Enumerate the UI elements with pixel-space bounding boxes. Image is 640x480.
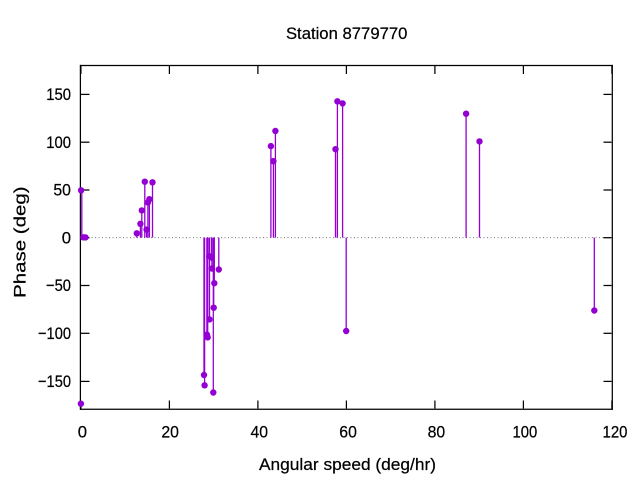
svg-text:0: 0 — [62, 228, 71, 247]
svg-text:150: 150 — [46, 85, 71, 104]
svg-text:Angular speed (deg/hr): Angular speed (deg/hr) — [259, 455, 436, 474]
svg-text:20: 20 — [161, 423, 179, 442]
svg-text:40: 40 — [251, 423, 269, 442]
svg-text:100: 100 — [513, 423, 538, 442]
svg-text:120: 120 — [603, 423, 628, 442]
svg-text:−100: −100 — [38, 324, 71, 343]
svg-text:60: 60 — [339, 423, 357, 442]
svg-text:Phase (deg): Phase (deg) — [10, 186, 29, 297]
svg-text:−150: −150 — [38, 372, 71, 391]
svg-text:100: 100 — [46, 133, 71, 152]
svg-text:80: 80 — [428, 423, 446, 442]
svg-text:50: 50 — [53, 181, 71, 200]
svg-text:0: 0 — [78, 423, 87, 442]
svg-text:Station 8779770: Station 8779770 — [286, 24, 408, 43]
svg-text:−50: −50 — [46, 276, 71, 295]
